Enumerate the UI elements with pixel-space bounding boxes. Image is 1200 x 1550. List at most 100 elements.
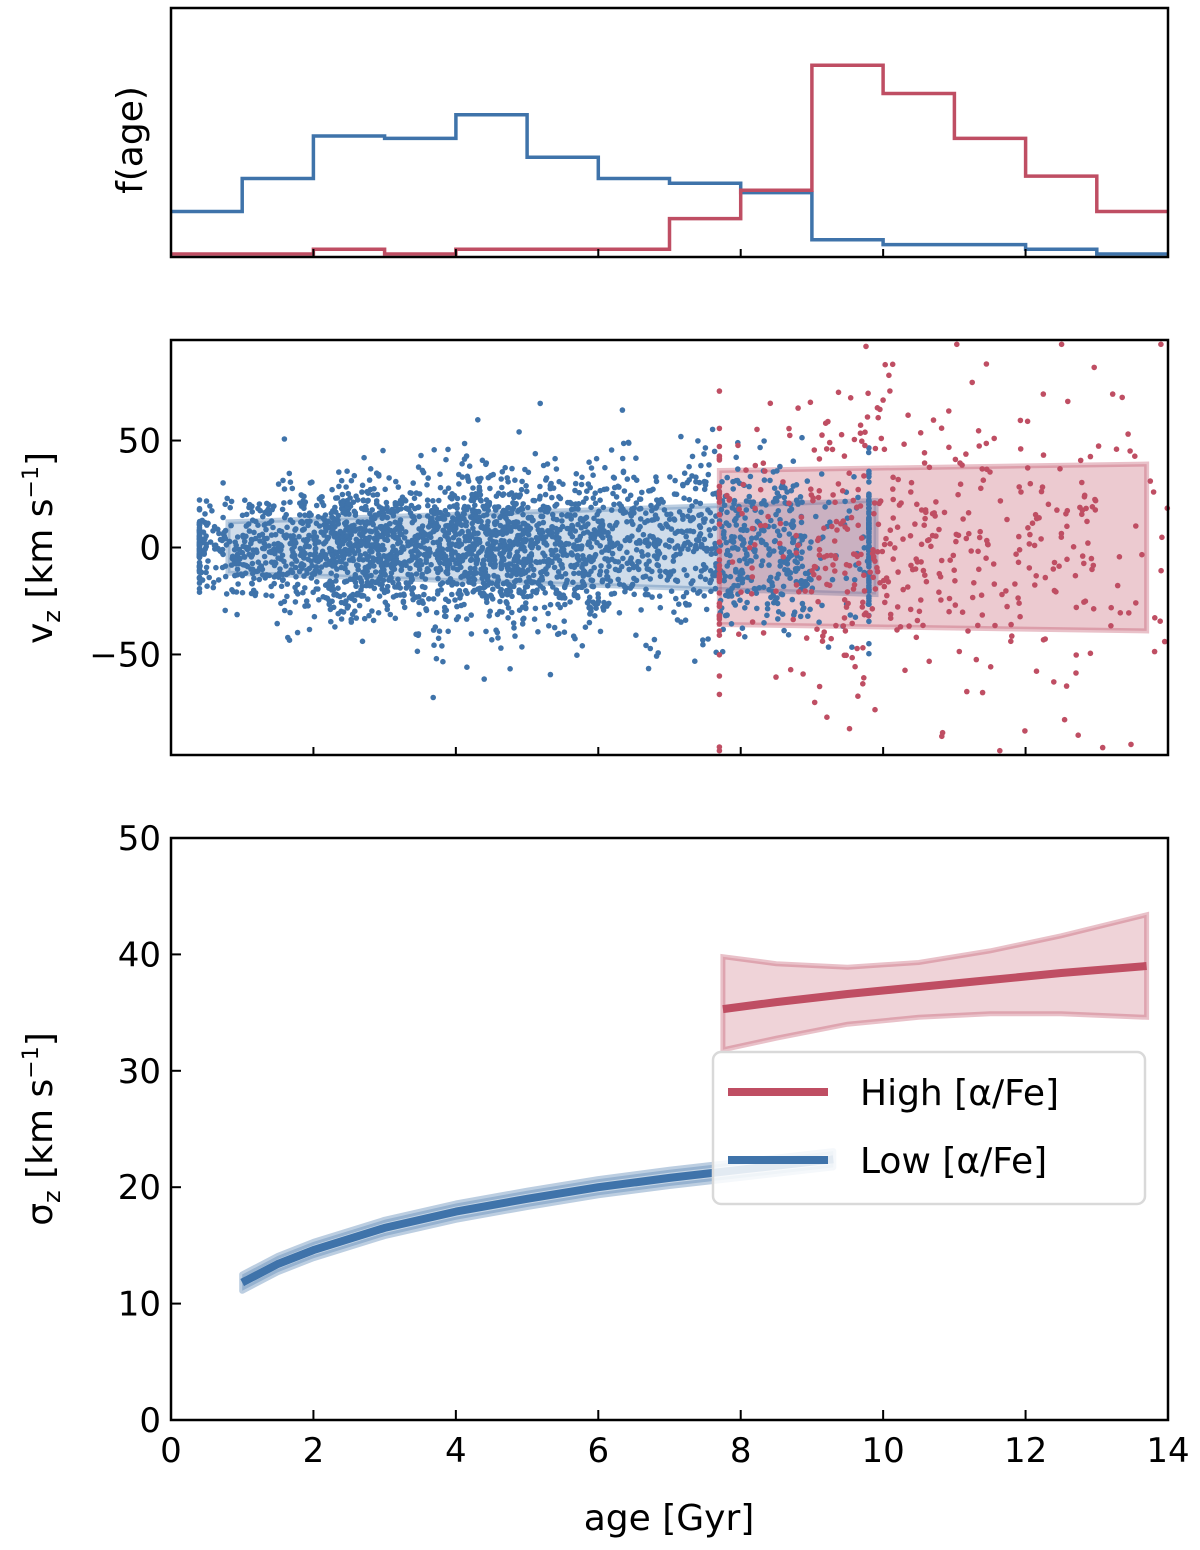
scatter-point-high <box>1132 453 1138 460</box>
scatter-point-high <box>983 440 990 447</box>
scatter-point-high <box>884 592 890 599</box>
scatter-point-low <box>419 571 426 578</box>
scatter-point-high <box>1152 615 1158 621</box>
scatter-point-low <box>390 543 396 550</box>
scatter-point-low <box>685 539 691 545</box>
scatter-point-low <box>376 504 383 510</box>
scatter-point-high <box>1081 492 1088 499</box>
scatter-point-high <box>850 586 857 592</box>
scatter-point-low <box>293 588 300 595</box>
scatter-point-low <box>651 542 658 548</box>
scatter-point-low <box>394 508 400 514</box>
scatter-point-high <box>1053 589 1059 595</box>
scatter-point-low <box>519 478 525 485</box>
scatter-point-low <box>712 570 718 576</box>
scatter-point-low <box>384 583 391 590</box>
scatter-point-low <box>866 558 872 565</box>
scatter-point-low <box>554 574 560 580</box>
scatter-point-low <box>613 494 620 500</box>
scatter-point-low <box>427 522 433 529</box>
scatter-point-low <box>683 602 690 608</box>
scatter-point-low <box>196 532 203 538</box>
scatter-point-high <box>1032 582 1038 588</box>
scatter-point-low <box>196 554 203 560</box>
scatter-point-low <box>627 585 634 591</box>
scatter-point-low <box>444 511 451 518</box>
scatter-point-low <box>690 578 696 584</box>
scatter-point-low <box>329 486 335 493</box>
scatter-point-low <box>443 456 449 463</box>
scatter-point-low <box>731 500 737 507</box>
scatter-point-low <box>552 455 558 462</box>
scatter-point-low <box>708 551 715 557</box>
scatter-point-low <box>577 533 584 540</box>
scatter-point-low <box>743 507 750 513</box>
scatter-point-low <box>701 545 708 552</box>
scatter-point-low <box>651 553 658 559</box>
scatter-point-high <box>861 473 867 479</box>
scatter-point-low <box>742 546 748 553</box>
scatter-point-low <box>463 616 470 622</box>
scatter-point-low <box>667 474 673 480</box>
scatter-point-low <box>787 575 793 581</box>
scatter-point-low <box>359 583 365 590</box>
scatter-point-low <box>305 603 311 609</box>
scatter-point-low <box>701 451 707 457</box>
scatter-point-low <box>794 559 800 566</box>
scatter-point-low <box>454 495 461 502</box>
scatter-point-low <box>768 517 774 524</box>
scatter-point-low <box>770 469 777 475</box>
scatter-point-low <box>739 579 746 586</box>
scatter-point-low <box>381 570 388 577</box>
scatter-point-low <box>316 597 322 603</box>
scatter-point-low <box>383 530 389 536</box>
scatter-point-low <box>532 450 539 457</box>
scatter-point-low <box>866 533 872 539</box>
scatter-point-low <box>407 490 414 496</box>
scatter-point-low <box>866 511 872 517</box>
scatter-point-low <box>330 586 337 593</box>
scatter-point-low <box>491 513 497 519</box>
scatter-point-low <box>866 493 872 500</box>
scatter-point-low <box>645 591 651 598</box>
scatter-point-high <box>819 432 825 438</box>
scatter-point-low <box>556 594 563 601</box>
scatter-point-high <box>938 597 944 603</box>
scatter-point-low <box>670 558 677 564</box>
sigma-y-tick-label: 20 <box>118 1168 161 1208</box>
scatter-point-low <box>228 522 234 529</box>
scatter-point-low <box>235 581 241 587</box>
scatter-point-low <box>481 676 488 682</box>
scatter-point-low <box>563 540 570 547</box>
scatter-point-low <box>592 490 598 497</box>
scatter-point-low <box>758 562 765 569</box>
scatter-point-low <box>574 552 581 559</box>
sigma-x-tick-label: 6 <box>587 1431 609 1471</box>
scatter-point-high <box>716 495 723 501</box>
sigma-y-tick-label: 0 <box>139 1401 161 1441</box>
scatter-point-high <box>946 408 952 414</box>
scatter-point-high <box>773 588 779 594</box>
scatter-point-high <box>1025 525 1031 531</box>
scatter-point-low <box>866 650 872 657</box>
scatter-point-low <box>503 588 510 595</box>
scatter-point-high <box>803 635 810 641</box>
scatter-point-low <box>436 551 443 557</box>
scatter-point-high <box>890 515 896 521</box>
scatter-point-low <box>827 519 833 525</box>
scatter-point-low <box>478 498 484 504</box>
scatter-point-low <box>637 523 643 530</box>
scatter-point-high <box>1113 446 1120 453</box>
scatter-point-high <box>1064 523 1070 530</box>
scatter-point-low <box>325 524 331 530</box>
scatter-point-low <box>550 485 557 491</box>
scatter-point-high <box>885 579 892 585</box>
scatter-point-low <box>220 531 227 537</box>
scatter-point-low <box>611 501 617 508</box>
scatter-point-low <box>766 577 773 584</box>
scatter-point-low <box>313 554 320 560</box>
scatter-point-high <box>1018 489 1024 495</box>
scatter-point-high <box>918 507 925 513</box>
scatter-point-low <box>205 558 211 564</box>
